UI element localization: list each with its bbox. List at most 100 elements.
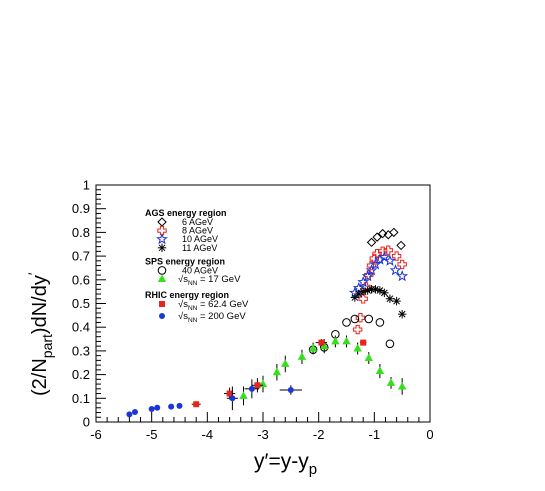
series-ags6 bbox=[366, 227, 406, 251]
data-point bbox=[355, 313, 366, 323]
data-point bbox=[397, 381, 407, 390]
data-point bbox=[377, 228, 388, 239]
data-point bbox=[331, 336, 340, 345]
data-point bbox=[378, 251, 391, 263]
y-tick-label: 0.2 bbox=[72, 367, 90, 382]
data-point bbox=[389, 227, 399, 238]
data-point bbox=[373, 253, 386, 265]
x-tick-label: -2 bbox=[313, 427, 325, 442]
y-tick-label: 0.9 bbox=[72, 201, 90, 216]
data-point bbox=[391, 251, 402, 261]
y-tick-label: 0.6 bbox=[72, 272, 90, 287]
data-point bbox=[126, 411, 133, 418]
legend-marker bbox=[157, 225, 167, 236]
data-point bbox=[396, 240, 406, 251]
legend-label: √sNN = 62.4 GeV bbox=[178, 299, 249, 312]
x-axis-label-subscript: p bbox=[309, 461, 317, 478]
data-point bbox=[365, 264, 378, 276]
x-tick-label: -1 bbox=[369, 427, 381, 442]
data-point bbox=[193, 401, 200, 408]
legend-marker bbox=[159, 301, 165, 307]
data-point bbox=[366, 237, 377, 248]
series-rhic200 bbox=[126, 379, 302, 418]
data-point bbox=[389, 264, 402, 276]
data-point bbox=[148, 405, 155, 412]
data-point bbox=[360, 339, 367, 346]
legend-marker bbox=[157, 217, 167, 227]
legend-group-title: AGS energy region bbox=[145, 208, 227, 218]
x-axis: -6 -5 -4 -3 -2 -1 0 bbox=[90, 412, 434, 442]
data-point bbox=[363, 286, 372, 295]
data-point bbox=[383, 245, 393, 255]
legend-label: 8 AGeV bbox=[182, 226, 213, 236]
legend-label: 40 AGeV bbox=[182, 265, 218, 275]
x-tick-label: -6 bbox=[90, 427, 102, 442]
legend-group-title: SPS energy region bbox=[145, 256, 225, 266]
y-tick-label: 0.4 bbox=[72, 320, 90, 335]
data-point bbox=[397, 309, 407, 319]
data-point bbox=[386, 378, 396, 386]
y-tick-label: 0.5 bbox=[72, 296, 90, 311]
data-point bbox=[176, 402, 183, 409]
data-point bbox=[397, 259, 407, 270]
data-point bbox=[357, 275, 370, 288]
data-point bbox=[272, 367, 282, 376]
data-point bbox=[168, 403, 175, 410]
series-layer bbox=[126, 227, 409, 418]
y-tick-label: 0 bbox=[83, 415, 90, 430]
legend-label: 11 AGeV bbox=[182, 243, 217, 253]
legend-label: √sNN = 200 GeV bbox=[178, 311, 246, 324]
data-point bbox=[392, 296, 401, 306]
series-ags11 bbox=[350, 285, 407, 319]
data-point bbox=[131, 409, 138, 416]
x-tick-label: 0 bbox=[426, 427, 433, 442]
y-tick-label: 1 bbox=[83, 178, 90, 193]
data-point bbox=[383, 254, 396, 266]
legend-marker bbox=[157, 243, 167, 252]
data-point bbox=[375, 286, 385, 295]
data-point bbox=[281, 359, 290, 367]
data-point bbox=[342, 336, 351, 345]
data-point bbox=[372, 232, 382, 242]
y-tick-label: 0.8 bbox=[72, 225, 90, 240]
legend-marker bbox=[156, 232, 168, 245]
data-point bbox=[308, 344, 318, 352]
series-sps17 bbox=[239, 335, 407, 406]
data-point bbox=[350, 314, 360, 324]
legend-label: 10 AGeV bbox=[182, 234, 218, 244]
data-point bbox=[364, 353, 373, 362]
y-tick-label: 0.1 bbox=[72, 391, 90, 406]
data-point bbox=[352, 324, 363, 335]
data-point bbox=[287, 387, 294, 394]
data-point bbox=[396, 269, 409, 282]
legend-group-title: RHIC energy region bbox=[145, 290, 229, 300]
data-point bbox=[229, 395, 236, 402]
legend-label: 6 AGeV bbox=[182, 217, 213, 227]
y-axis: 0 0.1 0.2 0.3 0.4 0.5 0.6 0.7 0.8 0.9 1 bbox=[72, 178, 106, 430]
data-point bbox=[154, 404, 161, 411]
data-point bbox=[318, 339, 325, 346]
data-point bbox=[297, 352, 307, 360]
x-tick-label: -3 bbox=[257, 427, 269, 442]
y-axis-label-subscript: part bbox=[39, 334, 55, 358]
data-point bbox=[380, 288, 389, 298]
data-point bbox=[361, 269, 374, 282]
y-tick-label: 0.7 bbox=[72, 249, 90, 264]
legend-marker bbox=[159, 313, 165, 319]
data-point bbox=[342, 318, 351, 327]
data-point bbox=[375, 366, 385, 375]
legend-marker bbox=[157, 266, 167, 275]
data-point bbox=[353, 344, 362, 352]
data-point bbox=[385, 339, 395, 349]
data-point bbox=[375, 318, 385, 327]
y-axis-label: (2/Npart)dN/dy′ bbox=[25, 272, 55, 396]
x-axis-label: y′=y-yp bbox=[254, 450, 317, 478]
data-point bbox=[239, 391, 248, 399]
data-point bbox=[366, 260, 377, 271]
data-point bbox=[354, 289, 363, 299]
legend-marker bbox=[157, 274, 167, 282]
data-point bbox=[248, 385, 255, 392]
data-point bbox=[364, 314, 374, 324]
data-point bbox=[254, 382, 261, 389]
